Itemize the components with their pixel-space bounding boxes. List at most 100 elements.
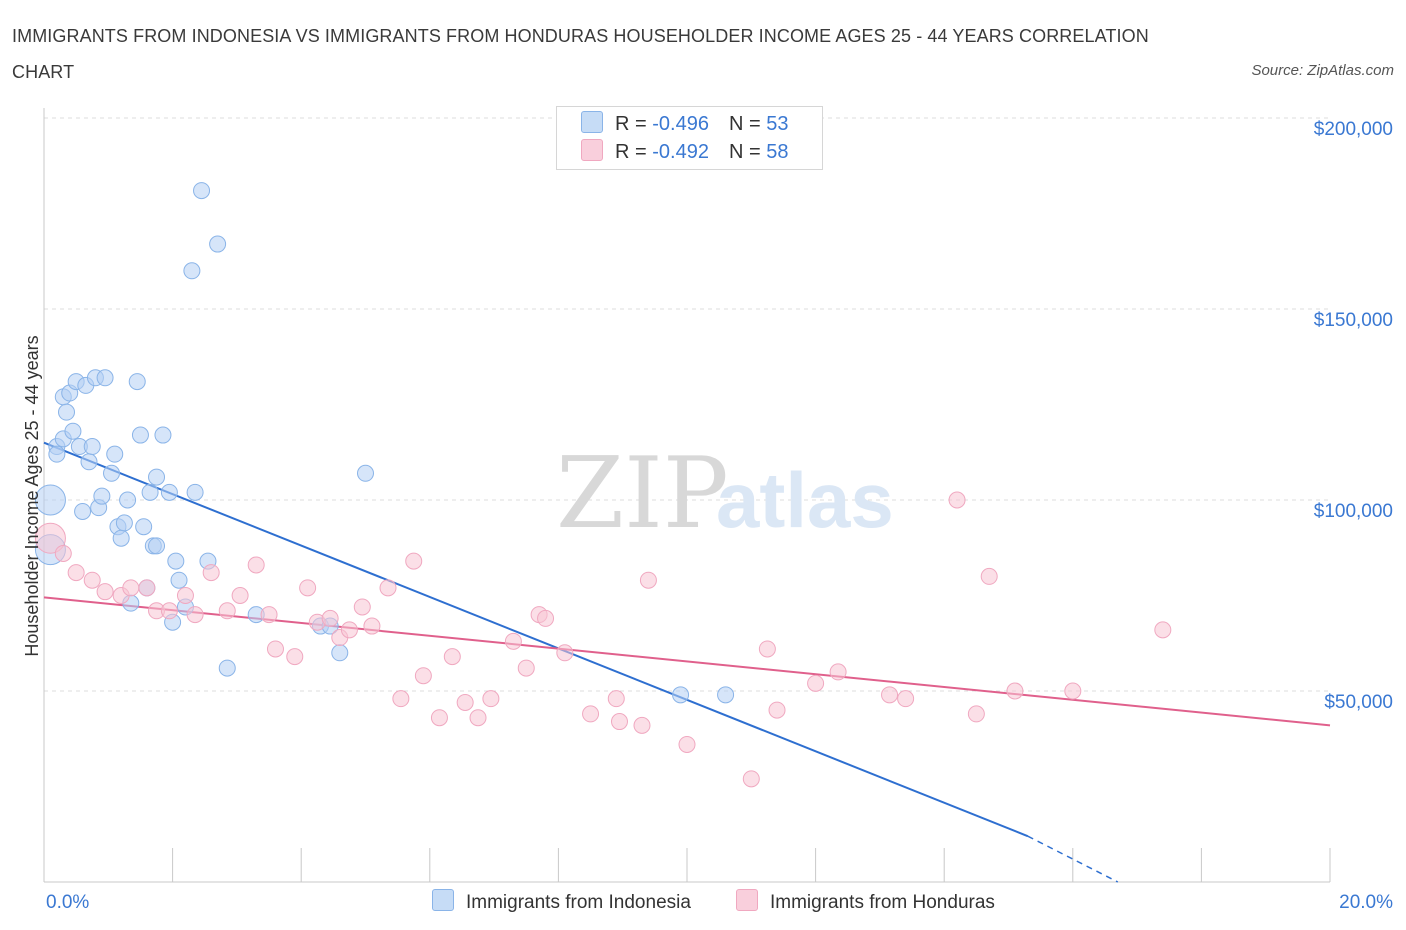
honduras-point — [742, 770, 760, 788]
indonesia-point — [64, 422, 82, 440]
honduras-point — [430, 709, 448, 727]
honduras-point — [456, 693, 474, 711]
y-tick-label: $150,000 — [1314, 310, 1393, 331]
r-label: R = — [615, 113, 653, 135]
indonesia-point — [183, 262, 201, 280]
honduras-point — [414, 667, 432, 685]
n-value: 58 — [766, 141, 789, 163]
x-tick-label-max: 20.0% — [1339, 892, 1393, 913]
honduras-point — [83, 571, 101, 589]
stats-legend: R = -0.496 N = 53 R = -0.492 N = 58 — [556, 106, 823, 170]
honduras-point — [353, 598, 371, 616]
honduras-point — [517, 659, 535, 677]
r-value: -0.492 — [652, 141, 709, 163]
legend-item-indonesia[interactable]: Immigrants from Indonesia — [432, 889, 691, 914]
honduras-point — [260, 606, 278, 624]
legend-label: Immigrants from Honduras — [770, 892, 995, 913]
watermark-atlas: atlas — [716, 456, 894, 544]
honduras-point — [610, 713, 628, 731]
honduras-point — [286, 648, 304, 666]
honduras-point — [1064, 682, 1082, 700]
honduras-point — [504, 632, 522, 650]
honduras-point — [266, 640, 284, 658]
honduras-point — [379, 579, 397, 597]
honduras-trend-line — [43, 596, 1331, 727]
indonesia-trend-extension — [1027, 835, 1119, 883]
indonesia-point — [186, 483, 204, 501]
y-axis-title: Householder Income Ages 25 - 44 years — [22, 335, 42, 656]
indonesia-swatch — [581, 111, 603, 133]
honduras-point — [67, 564, 85, 582]
indonesia-point — [154, 426, 172, 444]
indonesia-point — [74, 502, 92, 520]
y-tick-label: $50,000 — [1324, 692, 1393, 713]
indonesia-point — [141, 483, 159, 501]
honduras-swatch — [581, 139, 603, 161]
honduras-point — [897, 690, 915, 708]
indonesia-point — [96, 369, 114, 387]
honduras-point — [948, 491, 966, 509]
indonesia-point — [115, 514, 133, 532]
honduras-point — [340, 621, 358, 639]
honduras-point — [34, 522, 66, 554]
honduras-point — [96, 583, 114, 601]
r-label: R = — [615, 141, 653, 163]
watermark-zip: ZIP — [556, 437, 729, 551]
legend-item-honduras[interactable]: Immigrants from Honduras — [736, 889, 995, 914]
indonesia-point — [160, 483, 178, 501]
indonesia-point — [167, 552, 185, 570]
honduras-point — [678, 735, 696, 753]
indonesia-point — [106, 445, 124, 463]
honduras-point — [633, 716, 651, 734]
honduras-point — [556, 644, 574, 662]
honduras-point — [247, 556, 265, 574]
indonesia-point — [193, 182, 211, 200]
axis-labels: $50,000 $100,000 $150,000 $200,000 0.0% 20.0%… — [22, 119, 1393, 913]
honduras-point — [186, 606, 204, 624]
honduras-point — [321, 609, 339, 627]
honduras-point — [967, 705, 985, 723]
indonesia-trend-line — [43, 441, 1029, 838]
data-points — [34, 182, 1172, 788]
n-value: 53 — [766, 113, 789, 135]
indonesia-point — [717, 686, 735, 704]
honduras-point — [768, 701, 786, 719]
indonesia-point — [148, 537, 166, 555]
r-value: -0.496 — [652, 113, 709, 135]
indonesia-point — [48, 445, 66, 463]
y-tick-label: $100,000 — [1314, 501, 1393, 522]
indonesia-point — [209, 235, 227, 253]
honduras-point — [443, 648, 461, 666]
honduras-point — [482, 690, 500, 708]
indonesia-point — [357, 464, 374, 482]
indonesia-point — [218, 659, 236, 677]
honduras-point — [176, 587, 194, 604]
indonesia-point — [34, 484, 66, 516]
indonesia-point — [83, 438, 101, 456]
grid-lines — [44, 117, 1330, 692]
honduras-point — [202, 564, 220, 582]
honduras-point — [54, 544, 72, 562]
indonesia-point — [131, 426, 149, 444]
honduras-point — [299, 579, 317, 597]
honduras-point — [405, 552, 423, 570]
legend-row-indonesia: R = -0.496 N = 53 — [581, 111, 788, 137]
honduras-point — [537, 609, 555, 627]
honduras-point — [639, 571, 657, 589]
chart-title: IMMIGRANTS FROM INDONESIA VS IMMIGRANTS … — [12, 26, 1149, 82]
honduras-point — [138, 579, 156, 597]
honduras-point — [469, 709, 487, 727]
indonesia-point — [80, 453, 98, 471]
n-label: N = — [728, 113, 767, 135]
honduras-point — [829, 663, 847, 681]
indonesia-point — [93, 487, 111, 505]
honduras-point — [980, 567, 998, 585]
x-tick-label-min: 0.0% — [46, 892, 89, 913]
n-label: N = — [728, 141, 767, 163]
indonesia-point — [112, 529, 130, 547]
watermark: ZIP atlas — [556, 437, 894, 551]
indonesia-point — [170, 571, 188, 589]
honduras-point — [1006, 682, 1024, 700]
y-tick-label: $200,000 — [1314, 119, 1393, 140]
